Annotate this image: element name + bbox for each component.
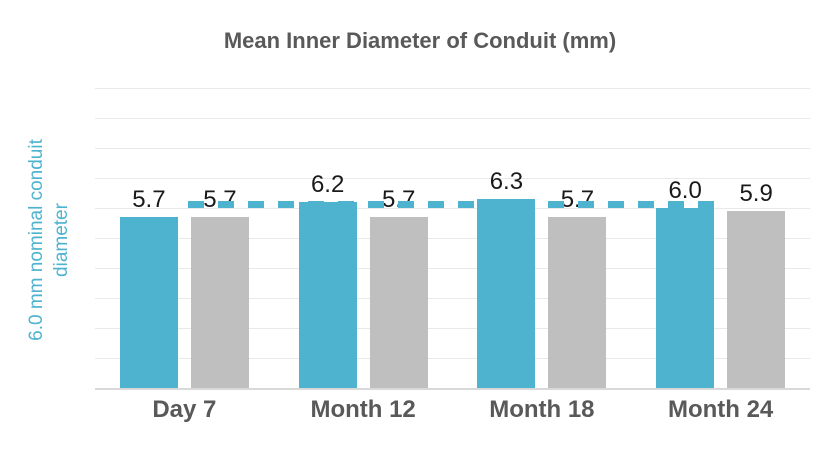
bar-value-label: 5.9 [739,179,773,207]
y-axis-label-line2: diameter [50,203,72,277]
teal-bars-column: 6.3 [477,167,536,388]
bar-groups: 5.7 5.7 6.2 5.7 6.3 5.7 6.0 5.9 [95,88,810,388]
bar-value-label: 6.0 [668,176,702,204]
bar-value-label: 5.7 [381,185,416,213]
teal-bar [477,199,536,388]
gray-bar [727,211,786,388]
gray-bars-column: 5.9 [727,179,786,388]
bar-group: 6.0 5.9 [631,88,810,388]
nominal-diameter-reference-line [188,201,722,208]
bar-value-label: 6.3 [489,167,524,195]
plot-area: 5.7 5.7 6.2 5.7 6.3 5.7 6.0 5.9 [95,88,810,390]
bar-group: 5.7 5.7 [95,88,274,388]
x-axis-labels: Day 7 Month 12 Month 18 Month 24 [95,396,810,424]
teal-bar [119,217,178,388]
bar-value-label: 5.7 [203,185,237,213]
gray-bars-column: 5.7 [190,185,249,388]
y-axis-label: 6.0 mm nominal conduit diameter [25,100,85,380]
gray-bar [190,217,249,388]
bar-value-label: 6.2 [310,170,345,198]
gray-bars-column: 5.7 [548,185,607,388]
gray-bar [548,217,607,388]
x-axis-tick-label: Month 12 [310,396,416,423]
teal-bar [298,202,357,388]
chart-title: Mean Inner Diameter of Conduit (mm) [223,28,617,53]
bar-value-label: 5.7 [560,185,595,213]
x-axis-tick-label: Month 18 [489,396,595,423]
teal-bars-column: 5.7 [119,185,178,388]
teal-bars-column: 6.2 [298,170,357,388]
bar-group: 6.3 5.7 [453,88,632,388]
x-axis-tick-label: Month 24 [667,396,774,423]
x-axis-tick-label: Day 7 [152,396,217,423]
bar-group: 6.2 5.7 [274,88,453,388]
y-axis-label-line1: 6.0 mm nominal conduit [26,139,47,341]
teal-bar [656,208,715,388]
gray-bars-column: 5.7 [369,185,428,388]
gray-bar [369,217,428,388]
teal-bars-column: 6.0 [656,176,715,388]
bar-value-label: 5.7 [132,185,166,213]
